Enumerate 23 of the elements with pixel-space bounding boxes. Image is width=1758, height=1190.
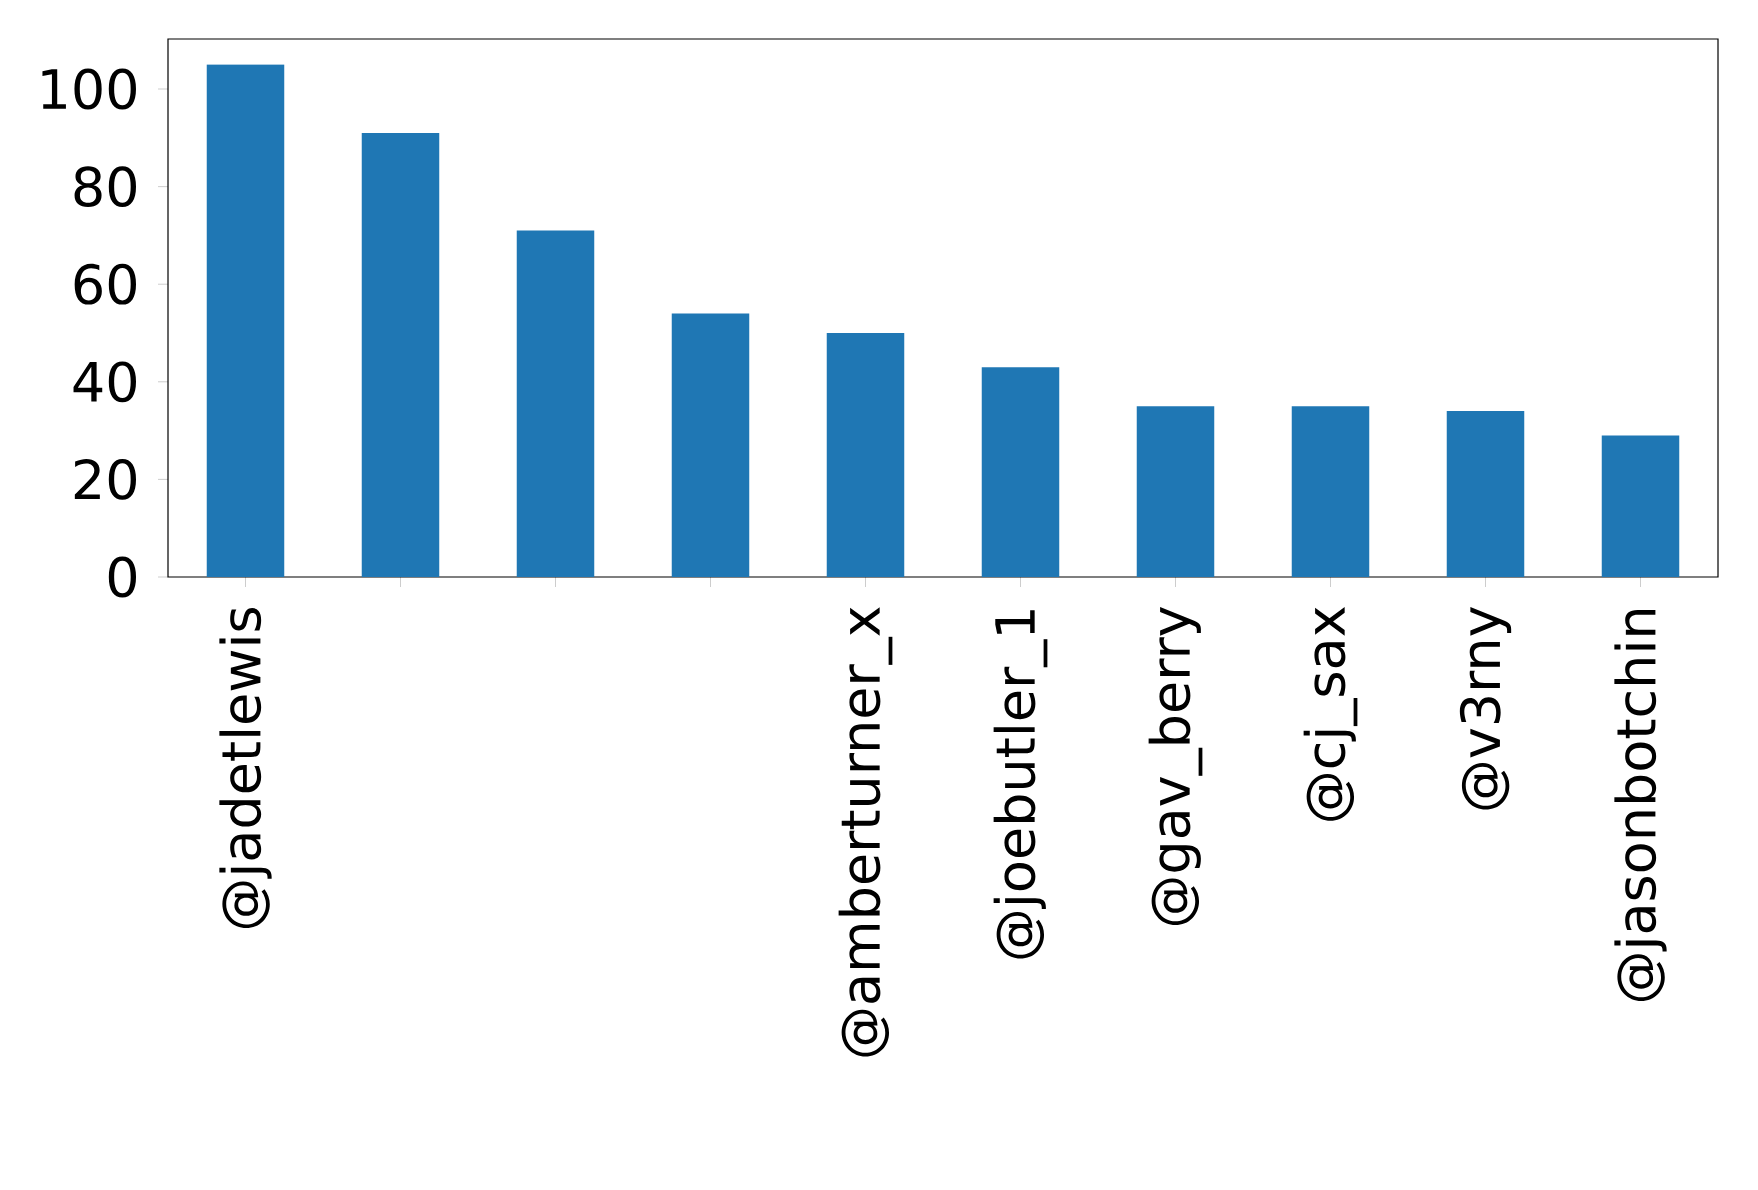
bar xyxy=(1601,435,1680,577)
bar xyxy=(826,333,905,577)
y-tick-label: 40 xyxy=(73,361,136,403)
y-tick-label: 20 xyxy=(74,458,136,500)
bar xyxy=(1136,406,1215,577)
bar xyxy=(1446,411,1525,577)
bar xyxy=(981,367,1060,577)
bar xyxy=(671,313,750,577)
x-tick-label: @joebutler_1 xyxy=(993,610,1048,959)
y-tick-label: 0 xyxy=(108,556,137,598)
bar xyxy=(206,64,285,577)
bar xyxy=(1291,406,1370,577)
x-tick-label: @amberturner_x xyxy=(838,607,893,1057)
bar xyxy=(516,230,595,577)
y-tick-label: 80 xyxy=(74,166,136,208)
x-tick-label: @jadetlewis xyxy=(219,608,272,929)
x-tick-label: @jasonbotchin xyxy=(1614,609,1667,1001)
x-tick-label: @v3rny xyxy=(1459,606,1512,810)
y-tick-label: 60 xyxy=(74,263,136,305)
y-tick-label: 100 xyxy=(42,68,136,110)
x-tick-label: @gav_berry xyxy=(1148,606,1203,926)
bar xyxy=(361,132,440,577)
x-tick-label: @cj_sax xyxy=(1303,607,1358,821)
